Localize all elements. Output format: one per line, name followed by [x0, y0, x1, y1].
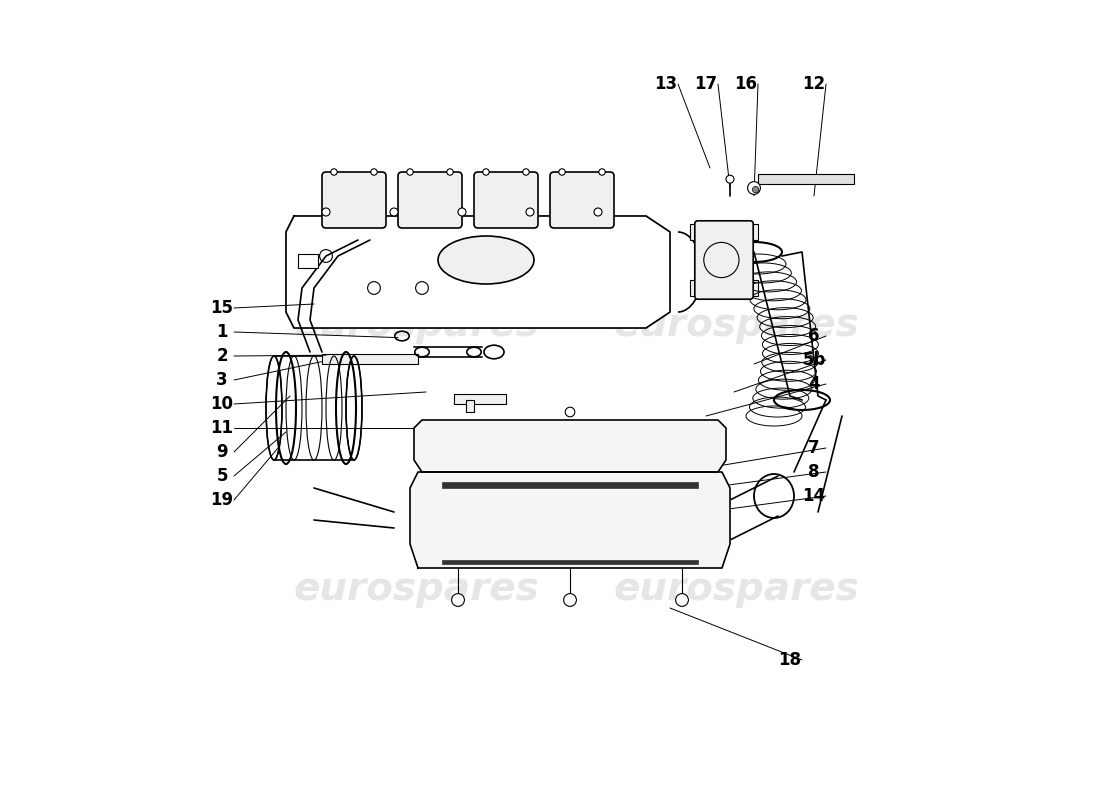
Bar: [690, 224, 758, 240]
Text: 16: 16: [735, 75, 758, 93]
Circle shape: [748, 182, 760, 194]
Text: 4: 4: [808, 375, 820, 393]
Text: 7: 7: [808, 439, 820, 457]
Circle shape: [559, 169, 565, 175]
Text: 11: 11: [210, 419, 233, 437]
FancyBboxPatch shape: [550, 172, 614, 228]
Circle shape: [565, 407, 575, 417]
Text: 10: 10: [210, 395, 233, 413]
Text: 6: 6: [808, 327, 820, 345]
Text: eurospares: eurospares: [294, 306, 540, 344]
Circle shape: [526, 208, 534, 216]
Circle shape: [452, 594, 464, 606]
Text: 19: 19: [210, 491, 233, 509]
Circle shape: [522, 169, 529, 175]
Text: 5: 5: [217, 467, 228, 485]
Circle shape: [594, 208, 602, 216]
Bar: [298, 254, 318, 268]
Bar: [442, 560, 698, 564]
Text: 17: 17: [694, 75, 717, 93]
Text: 1: 1: [217, 323, 228, 341]
Text: eurospares: eurospares: [294, 570, 540, 608]
FancyBboxPatch shape: [322, 172, 386, 228]
Text: 18: 18: [779, 651, 802, 669]
Polygon shape: [410, 472, 730, 568]
Bar: [690, 280, 758, 296]
Bar: [466, 400, 474, 412]
Text: 5b: 5b: [802, 351, 826, 369]
Text: 14: 14: [802, 487, 826, 505]
FancyBboxPatch shape: [474, 172, 538, 228]
Circle shape: [675, 594, 689, 606]
Polygon shape: [414, 420, 726, 472]
Polygon shape: [286, 216, 670, 328]
Text: 15: 15: [210, 299, 233, 317]
Circle shape: [563, 594, 576, 606]
Circle shape: [407, 169, 414, 175]
Circle shape: [390, 208, 398, 216]
Circle shape: [752, 186, 759, 193]
Circle shape: [458, 208, 466, 216]
Text: 13: 13: [654, 75, 678, 93]
Circle shape: [371, 169, 377, 175]
Text: 2: 2: [217, 347, 228, 365]
Circle shape: [726, 175, 734, 183]
Text: 12: 12: [802, 75, 826, 93]
Text: eurospares: eurospares: [614, 306, 860, 344]
Bar: [454, 394, 506, 404]
Bar: [322, 354, 418, 364]
Bar: [442, 482, 698, 488]
Text: 3: 3: [217, 371, 228, 389]
Circle shape: [483, 169, 490, 175]
Text: 8: 8: [808, 463, 820, 481]
FancyBboxPatch shape: [398, 172, 462, 228]
Text: eurospares: eurospares: [614, 570, 860, 608]
Text: 9: 9: [217, 443, 228, 461]
Ellipse shape: [438, 236, 534, 284]
Circle shape: [447, 169, 453, 175]
Bar: [758, 174, 854, 184]
FancyBboxPatch shape: [695, 221, 754, 299]
Circle shape: [598, 169, 605, 175]
Circle shape: [322, 208, 330, 216]
Circle shape: [331, 169, 338, 175]
